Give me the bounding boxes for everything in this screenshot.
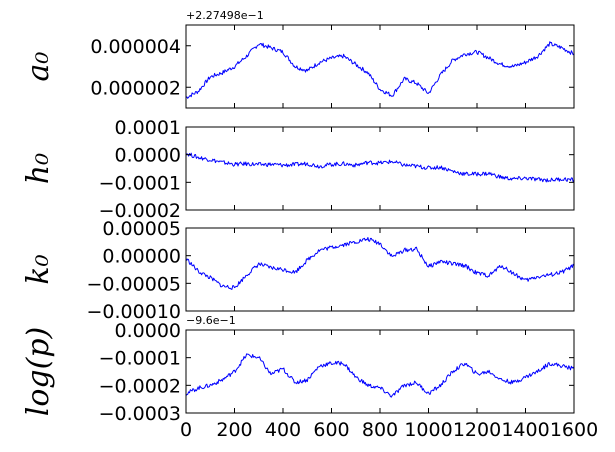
ylabel: h₀	[21, 153, 56, 184]
xtick-label: 1600	[550, 419, 598, 441]
ytick-label: −0.00005	[87, 273, 182, 295]
offset-text: +2.27498e−1	[186, 9, 264, 22]
xtick-label: 0	[180, 419, 192, 441]
xtick-label: 600	[313, 419, 349, 441]
panel-2: −0.0002 −0.0001 0.0000 0.0001 h₀	[21, 117, 575, 222]
xtick-label: 400	[265, 419, 301, 441]
xtick-label: 1400	[501, 419, 549, 441]
panel-4: −0.0003 −0.0002 −0.0001 0.0000 −9.6e−1 log(p)…	[21, 314, 598, 441]
panel-3: −0.00010 −0.00005 0.00000 0.00005 k₀	[21, 218, 575, 323]
axes-frame	[185, 227, 575, 312]
xtick-label: 1000	[404, 419, 452, 441]
axes-frame	[185, 126, 575, 211]
ylabel: log(p)	[21, 327, 56, 416]
ytick-label: 0.000002	[90, 77, 181, 99]
ytick-label: −0.0001	[99, 172, 181, 194]
ytick-label: 0.0001	[115, 117, 181, 139]
axes-frame	[185, 329, 575, 414]
series-line	[185, 152, 575, 183]
offset-text: −9.6e−1	[186, 314, 236, 327]
ylabel: a₀	[21, 52, 56, 82]
ytick-label: −0.0003	[99, 403, 181, 425]
ytick-label: −0.0001	[99, 348, 181, 370]
ytick-label: 0.0000	[115, 145, 181, 167]
ytick-label: 0.00005	[102, 218, 181, 240]
xtick-label: 800	[362, 419, 398, 441]
ytick-label: −0.0002	[99, 200, 181, 222]
ytick-label: −0.0002	[99, 375, 181, 397]
ytick-label: 0.00000	[102, 246, 181, 268]
panel-1: 0.000002 0.000004 +2.27498e−1 a₀	[21, 9, 575, 109]
xtick-label: 1200	[453, 419, 501, 441]
series-line	[185, 237, 575, 290]
ytick-label: 0.0000	[115, 320, 181, 342]
series-line	[185, 41, 575, 99]
ylabel: k₀	[21, 254, 56, 284]
axes-frame	[185, 24, 575, 109]
series-line	[185, 353, 575, 398]
ytick-label: 0.000004	[90, 36, 181, 58]
xtick-label: 200	[216, 419, 252, 441]
ytick-label: −0.00010	[87, 301, 182, 323]
